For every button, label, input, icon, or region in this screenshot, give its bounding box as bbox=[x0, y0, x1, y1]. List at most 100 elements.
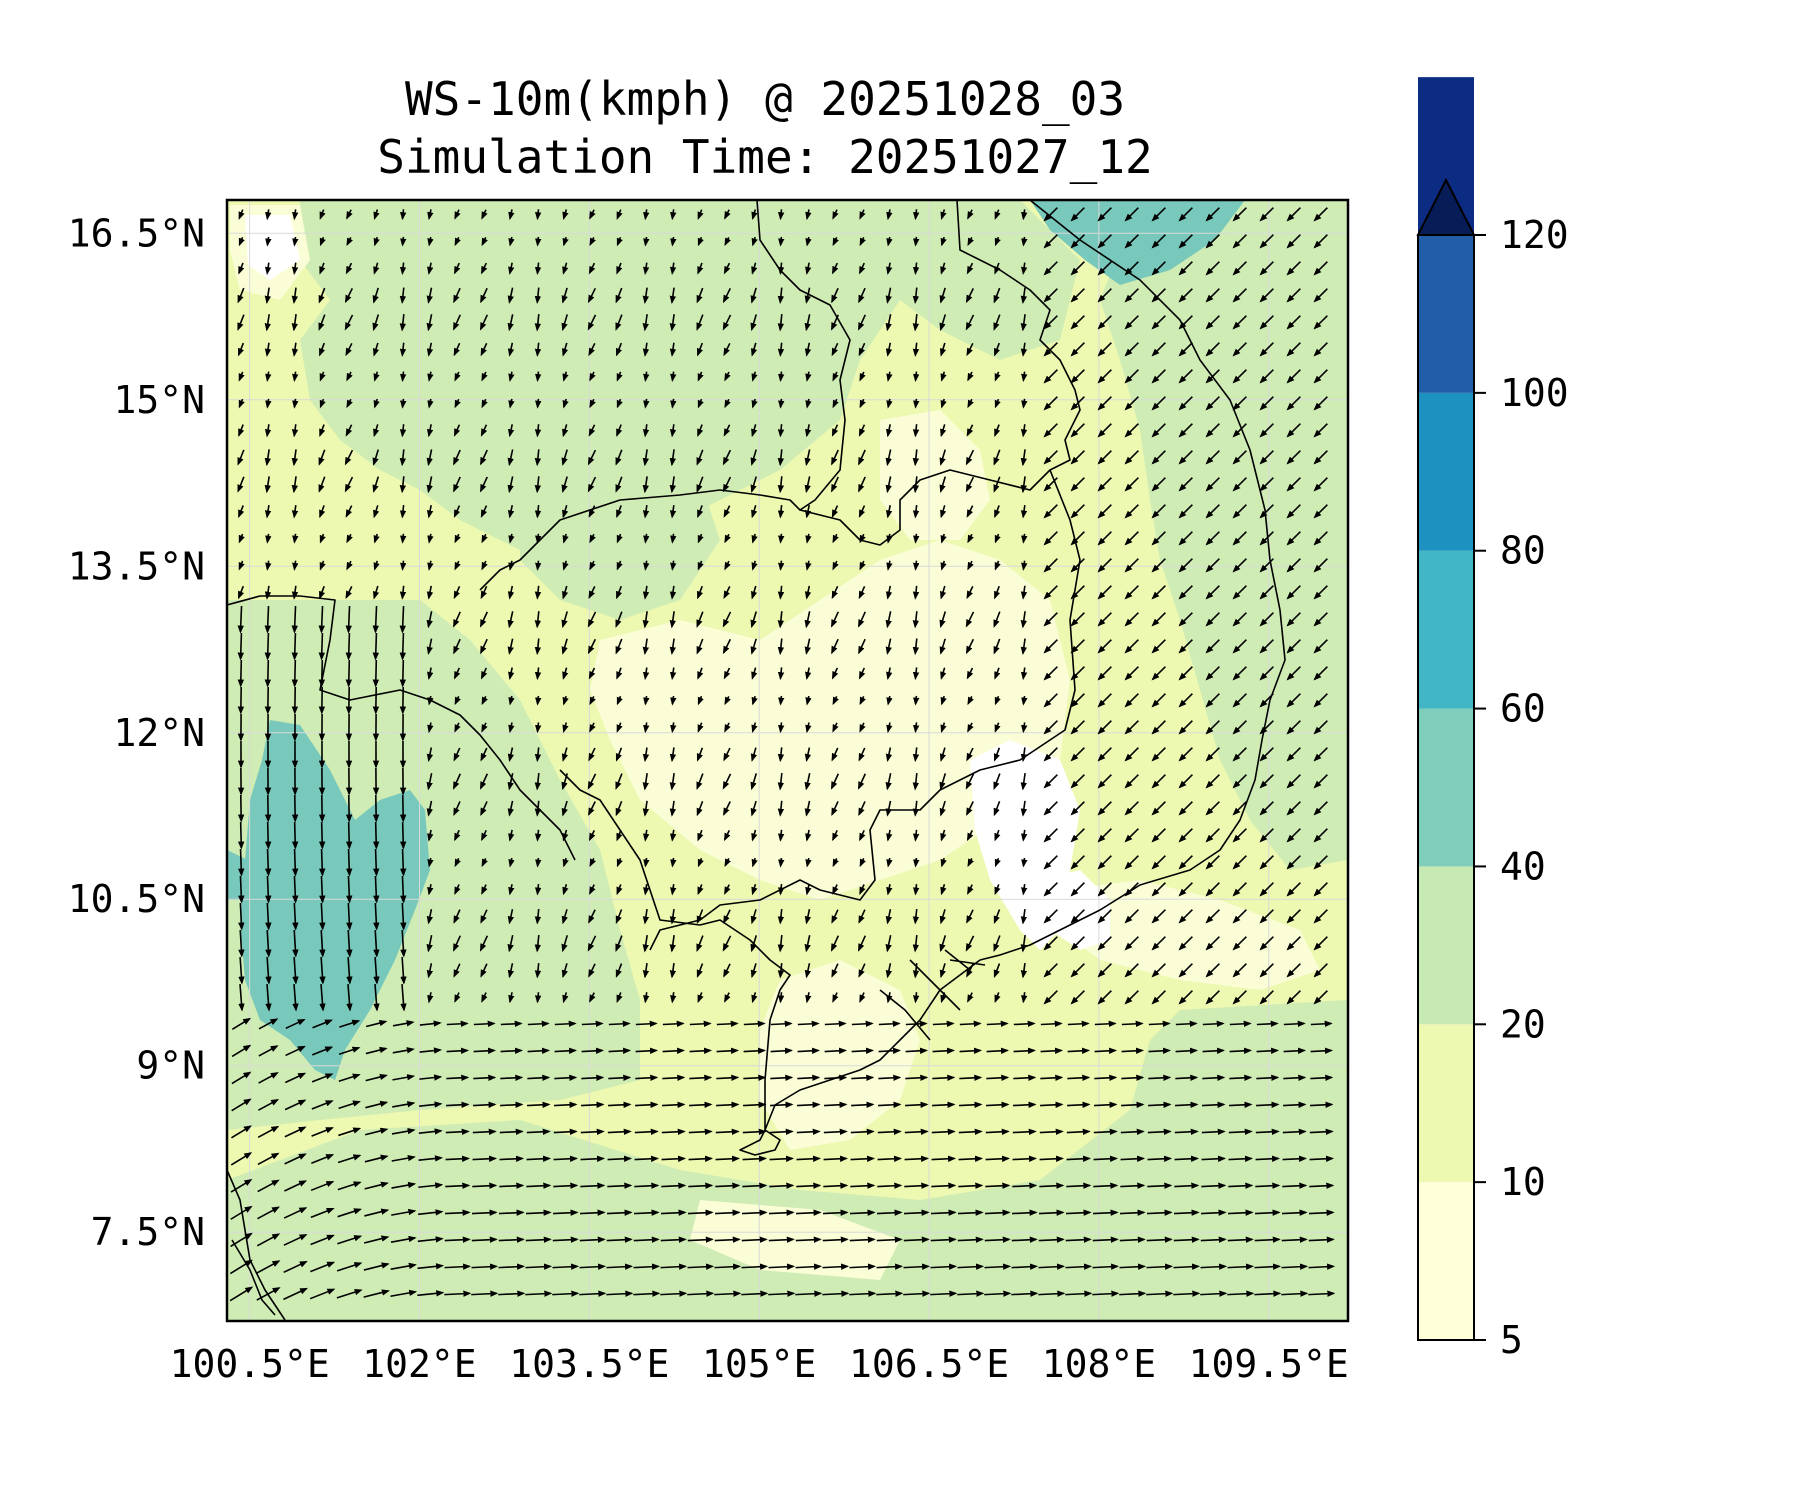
wind-vector bbox=[554, 1131, 576, 1132]
wind-vector bbox=[527, 1077, 548, 1078]
wind-vector bbox=[555, 1023, 575, 1024]
wind-vector bbox=[824, 1131, 846, 1132]
wind-vector bbox=[1148, 1077, 1169, 1078]
wind-vector bbox=[473, 1077, 494, 1078]
wind-vector bbox=[798, 1023, 818, 1024]
lat-tick-label: 10.5°N bbox=[68, 877, 205, 921]
wind-vector bbox=[538, 399, 539, 407]
wind-vector bbox=[905, 1158, 928, 1159]
wind-vector bbox=[501, 1023, 521, 1024]
wind-vector bbox=[672, 858, 673, 866]
wind-vector bbox=[1148, 1131, 1170, 1132]
wind-vector bbox=[1202, 1131, 1224, 1132]
wind-vector bbox=[1067, 1131, 1089, 1132]
wind-vector bbox=[241, 633, 242, 659]
wind-vector bbox=[716, 1158, 739, 1159]
wind-vector bbox=[959, 1131, 981, 1132]
wind-vector bbox=[241, 849, 242, 875]
wind-vector bbox=[916, 696, 917, 704]
wind-vector bbox=[500, 1104, 522, 1105]
wind-vector bbox=[1203, 1050, 1224, 1051]
wind-vector bbox=[1013, 1131, 1035, 1132]
wind-vector bbox=[1014, 1023, 1034, 1024]
wind-vector bbox=[1122, 1050, 1143, 1051]
wind-vector bbox=[1040, 1131, 1062, 1132]
wind-vector bbox=[348, 606, 349, 632]
wind-vector bbox=[852, 1050, 873, 1051]
wind-vector bbox=[798, 1050, 819, 1051]
wind-vector bbox=[987, 1050, 1008, 1051]
wind-vector bbox=[1229, 1104, 1251, 1105]
wind-vector bbox=[473, 1158, 496, 1159]
wind-vector bbox=[608, 1158, 631, 1159]
wind-vector bbox=[716, 1104, 738, 1105]
wind-vector bbox=[581, 1077, 602, 1078]
lat-tick-label: 13.5°N bbox=[68, 544, 205, 588]
wind-vector bbox=[1121, 1131, 1143, 1132]
wind-vector bbox=[474, 1050, 495, 1051]
wind-vector bbox=[932, 1158, 955, 1159]
wind-vector bbox=[403, 399, 404, 407]
wind-vector bbox=[538, 372, 539, 381]
wind-vector bbox=[1014, 1050, 1035, 1051]
wind-vector bbox=[770, 1077, 791, 1078]
wind-vector bbox=[716, 1131, 738, 1132]
wind-vector bbox=[689, 1104, 711, 1105]
wind-vector bbox=[781, 399, 782, 407]
wind-vector bbox=[294, 534, 295, 542]
wind-vector bbox=[986, 1104, 1008, 1105]
wind-vector bbox=[690, 1050, 711, 1051]
wind-vector bbox=[403, 660, 404, 686]
wind-vector bbox=[1284, 1050, 1305, 1051]
wind-vector bbox=[906, 1050, 927, 1051]
wind-vector bbox=[268, 633, 269, 659]
wind-vector bbox=[1175, 1104, 1197, 1105]
colorbar-label: 100 bbox=[1500, 371, 1569, 415]
wind-vector bbox=[1202, 1077, 1223, 1078]
wind-vector bbox=[1202, 1104, 1224, 1105]
wind-vector bbox=[663, 1023, 683, 1024]
wind-vector bbox=[851, 1104, 873, 1105]
wind-vector bbox=[1283, 1131, 1305, 1132]
wind-vector bbox=[474, 1023, 494, 1024]
colorbar-segment bbox=[1418, 235, 1474, 393]
wind-vector bbox=[295, 849, 296, 875]
wind-vector bbox=[916, 534, 917, 542]
wind-vector bbox=[538, 534, 539, 542]
wind-vector bbox=[689, 1158, 712, 1159]
wind-vector bbox=[473, 1131, 495, 1132]
lat-tick-label: 7.5°N bbox=[91, 1210, 205, 1254]
wind-vector bbox=[1040, 1104, 1062, 1105]
wind-vector bbox=[1094, 1077, 1115, 1078]
wind-vector bbox=[349, 633, 350, 659]
wind-vector bbox=[781, 722, 782, 731]
wind-vector bbox=[1310, 1158, 1333, 1159]
wind-vector bbox=[959, 1158, 982, 1159]
wind-vector bbox=[1256, 1131, 1278, 1132]
wind-vector bbox=[1041, 1050, 1062, 1051]
wind-vector bbox=[780, 884, 781, 894]
wind-vector bbox=[933, 1050, 954, 1051]
colorbar-label: 5 bbox=[1500, 1318, 1523, 1362]
wind-vector bbox=[916, 209, 917, 218]
wind-vector bbox=[1311, 1023, 1331, 1024]
colorbar-segment bbox=[1418, 1024, 1474, 1182]
wind-vector bbox=[1095, 1050, 1116, 1051]
wind-vector bbox=[932, 1131, 954, 1132]
wind-vector bbox=[528, 1050, 549, 1051]
lon-tick-label: 105°E bbox=[702, 1342, 816, 1386]
wind-vector bbox=[780, 992, 781, 1002]
wind-vector bbox=[267, 606, 268, 632]
wind-vector bbox=[1094, 1104, 1116, 1105]
wind-vector bbox=[375, 876, 376, 902]
wind-vector bbox=[1013, 1077, 1034, 1078]
lon-tick-label: 100.5°E bbox=[170, 1342, 330, 1386]
wind-vector bbox=[1256, 1077, 1277, 1078]
wind-vector bbox=[743, 1158, 766, 1159]
lat-tick-label: 9°N bbox=[136, 1044, 205, 1088]
wind-vector bbox=[1041, 1023, 1061, 1024]
wind-vector bbox=[1310, 1104, 1332, 1105]
lat-tick-label: 12°N bbox=[113, 711, 205, 755]
